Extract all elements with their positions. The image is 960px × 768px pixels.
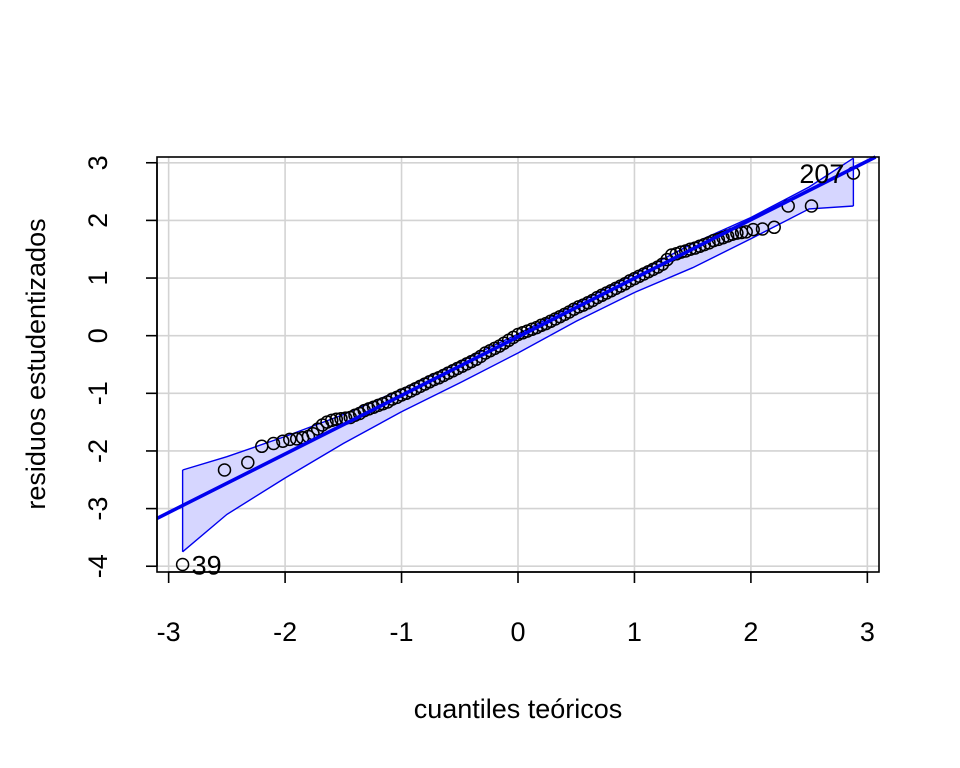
data-point-91 [683, 242, 698, 256]
reference-line-group [156, 155, 877, 520]
x-tick-label-0: -3 [157, 617, 181, 647]
data-point-11 [310, 422, 325, 436]
data-point-106 [767, 220, 781, 235]
confidence-band-lower [182, 205, 854, 553]
x-tick-label-5: 2 [743, 617, 758, 647]
data-point-108 [804, 199, 819, 213]
data-point-85 [655, 257, 670, 271]
data-point-4 [266, 436, 281, 451]
point-label-207: 207 [799, 159, 844, 189]
data-point-5 [276, 434, 290, 448]
x-tick-label-2: -1 [390, 617, 414, 647]
y-tick-label-0: -4 [83, 554, 113, 578]
x-tick-label-6: 3 [860, 617, 875, 647]
y-tick-label-4: 0 [83, 328, 113, 343]
y-tick-label-5: 1 [83, 270, 113, 285]
y-tick-label-1: -3 [83, 497, 113, 521]
y-tick-label-2: -2 [83, 439, 113, 463]
x-tick-label-1: -2 [273, 617, 297, 647]
data-point-1 [217, 463, 232, 477]
y-tick-label-7: 3 [83, 155, 113, 170]
point-label-39: 39 [192, 551, 222, 581]
x-axis-title: cuantiles teóricos [414, 694, 623, 724]
data-point-103 [739, 225, 753, 239]
data-point-6 [283, 432, 297, 447]
x-tick-label-4: 1 [627, 617, 642, 647]
point-annotations: 207 39 [192, 159, 845, 580]
data-point-15 [329, 412, 344, 427]
x-axis: -3 -2 -1 0 1 2 3 [157, 571, 875, 647]
data-point-2 [241, 455, 255, 470]
x-tick-label-3: 0 [510, 617, 525, 647]
y-axis-title: residuos estudentizados [21, 218, 51, 509]
y-tick-label-6: 2 [83, 213, 113, 228]
data-point-0 [175, 557, 190, 572]
y-tick-label-3: -1 [83, 381, 113, 405]
y-axis: -4 -3 -2 -1 0 1 2 3 [83, 155, 158, 578]
reference-line [156, 155, 877, 520]
data-point-104 [746, 222, 760, 237]
data-points [175, 166, 861, 572]
